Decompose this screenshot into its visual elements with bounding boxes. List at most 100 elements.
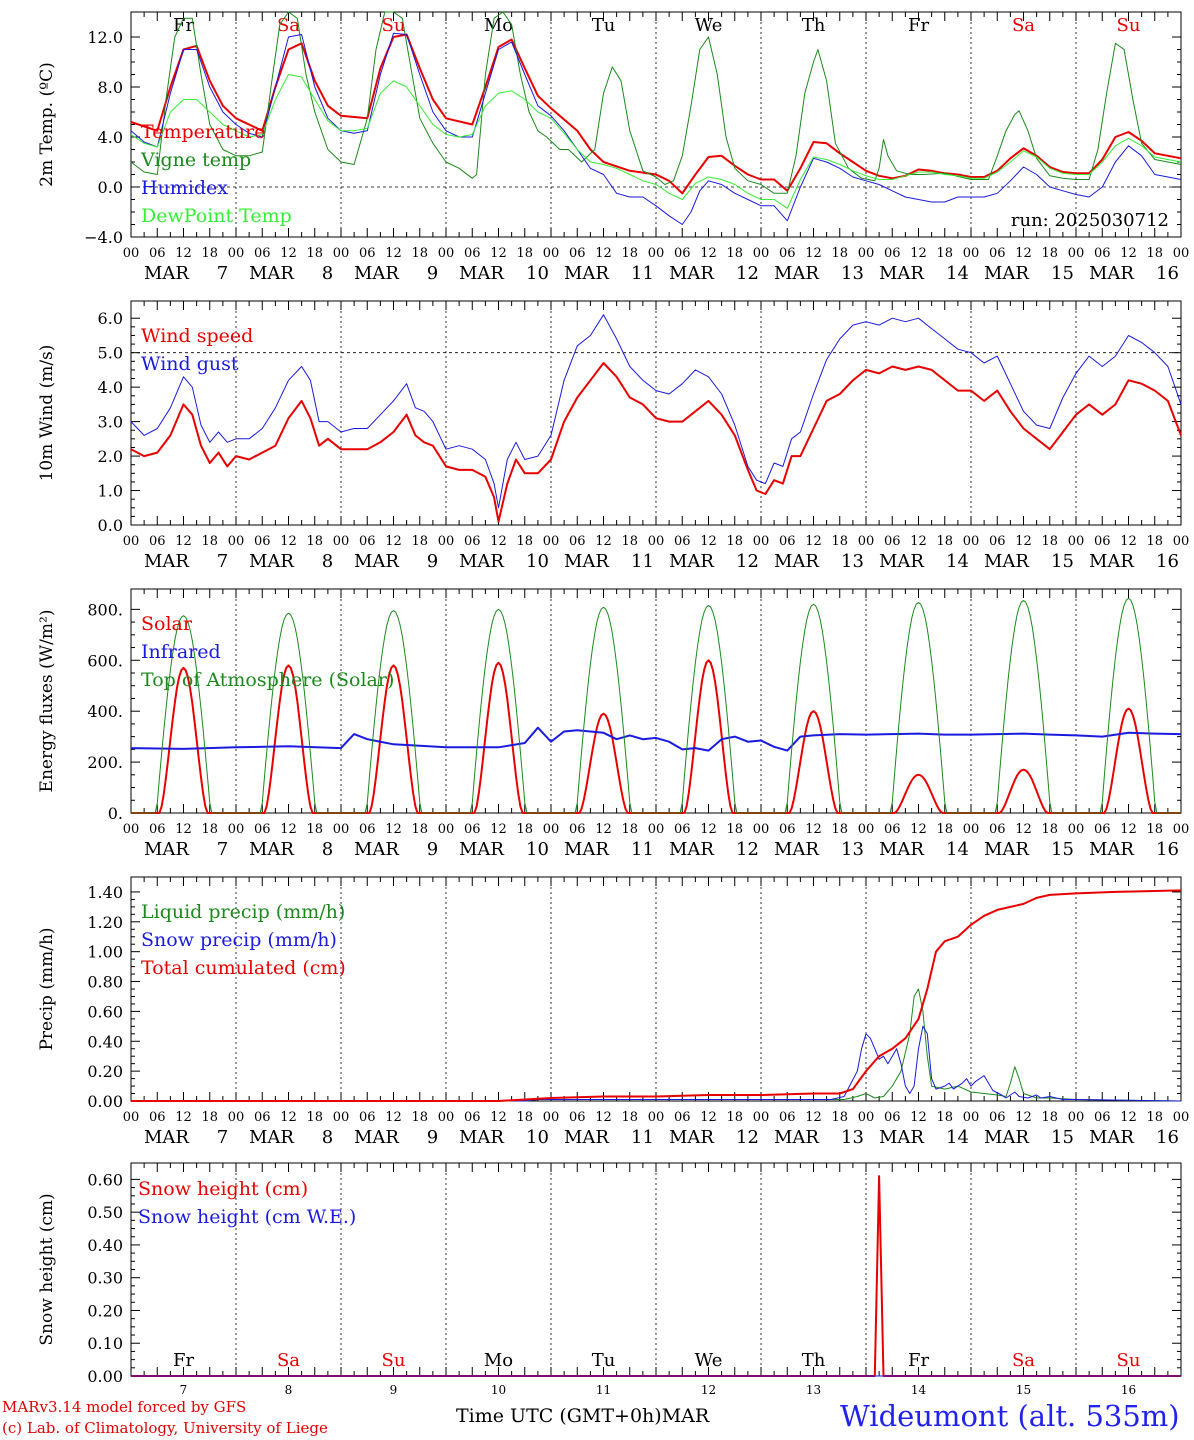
x-hour-label: 00 xyxy=(543,534,560,549)
x-axis-title-text: Time UTC (GMT+0h) xyxy=(456,1405,662,1427)
x-date-label: 10 xyxy=(526,1127,549,1148)
x-hour-label: 12 xyxy=(490,1110,507,1125)
y-axis-label: 10m Wind (m/s) xyxy=(37,345,57,482)
x-hour-label: 00 xyxy=(123,822,140,837)
x-hour-label: 00 xyxy=(858,822,875,837)
x-hour-label: 06 xyxy=(989,246,1006,261)
x-hour-label: 00 xyxy=(1068,1110,1085,1125)
x-hour-label: 12 xyxy=(490,534,507,549)
x-hour-label: 00 xyxy=(1173,1110,1190,1125)
y-tick-label: 0.0 xyxy=(98,516,123,535)
x-hour-label: 18 xyxy=(516,822,533,837)
x-hour-label: 06 xyxy=(884,534,901,549)
x-month-label: MAR xyxy=(879,839,924,860)
x-hour-label: 12 xyxy=(805,822,822,837)
x-hour-label: 06 xyxy=(569,534,586,549)
x-date-label: 15 xyxy=(1051,551,1074,572)
x-month-label: MAR xyxy=(669,839,714,860)
x-month-label: MAR xyxy=(984,263,1029,284)
x-hour-label: 06 xyxy=(674,534,691,549)
x-hour-label: 18 xyxy=(1041,534,1058,549)
x-hour-label: 12 xyxy=(700,822,717,837)
x-month-label: MAR xyxy=(564,551,609,572)
x-hour-label: 00 xyxy=(753,246,770,261)
legend-vigne-temp: Vigne temp xyxy=(140,149,251,171)
series-line-liquid-precip-mm-h- xyxy=(131,988,1182,1102)
x-date-label: 15 xyxy=(1051,1127,1074,1148)
x-hour-label: 00 xyxy=(1068,822,1085,837)
x-hour-label: 18 xyxy=(411,534,428,549)
day-of-week-label: Mo xyxy=(484,1350,513,1371)
x-hour-label: 12 xyxy=(595,1110,612,1125)
x-hour-label: 00 xyxy=(333,534,350,549)
x-hour-label: 12 xyxy=(490,246,507,261)
day-of-week-label: Sa xyxy=(277,1350,300,1371)
x-month-label: MAR xyxy=(459,1127,504,1148)
x-hour-label: 18 xyxy=(201,1110,218,1125)
y-axis-label: Snow height (cm) xyxy=(37,1193,57,1345)
y-tick-label: 3.0 xyxy=(98,413,123,432)
x-date-label: 16 xyxy=(1156,1127,1179,1148)
x-hour-label: 12 xyxy=(1120,822,1137,837)
y-tick-label: 0.00 xyxy=(87,1367,123,1386)
day-of-week-label: Sa xyxy=(1012,15,1035,36)
x-hour-label: 00 xyxy=(123,1110,140,1125)
x-hour-label: 12 xyxy=(175,822,192,837)
x-hour-label: 18 xyxy=(726,1110,743,1125)
series-line-humidex xyxy=(130,32,1182,225)
x-month-label: MAR xyxy=(879,1127,924,1148)
day-of-week-label: Tu xyxy=(592,1350,616,1371)
x-date-label: 11 xyxy=(631,839,654,860)
x-month-label: MAR xyxy=(144,551,189,572)
x-date-label: 14 xyxy=(946,263,969,284)
legend-liquid-precip-mm-h-: Liquid precip (mm/h) xyxy=(141,901,345,923)
x-date-label: 7 xyxy=(180,1383,188,1395)
x-hour-label: 12 xyxy=(805,1110,822,1125)
y-tick-label: 8.0 xyxy=(98,78,123,97)
x-hour-label: 12 xyxy=(385,534,402,549)
x-hour-label: 12 xyxy=(175,246,192,261)
x-hour-label: 06 xyxy=(569,1110,586,1125)
x-hour-label: 06 xyxy=(1094,534,1111,549)
y-tick-label: −4.0 xyxy=(84,228,123,247)
x-hour-label: 18 xyxy=(936,822,953,837)
x-hour-label: 06 xyxy=(674,246,691,261)
x-date-label: 10 xyxy=(491,1383,506,1395)
x-date-label: 7 xyxy=(217,551,228,572)
y-tick-label: 1.0 xyxy=(98,482,123,501)
y-tick-label: 12.0 xyxy=(87,28,123,47)
x-hour-label: 06 xyxy=(884,1110,901,1125)
day-of-week-label: Th xyxy=(802,1350,826,1371)
x-date-label: 13 xyxy=(841,839,864,860)
x-month-label: MAR xyxy=(144,1127,189,1148)
x-date-label: 13 xyxy=(841,1127,864,1148)
x-hour-label: 00 xyxy=(858,1110,875,1125)
x-hour-label: 06 xyxy=(254,246,271,261)
x-month-label: MAR xyxy=(144,263,189,284)
x-hour-label: 18 xyxy=(936,534,953,549)
x-hour-label: 00 xyxy=(438,1110,455,1125)
day-of-week-label: Su xyxy=(382,15,406,36)
x-hour-label: 12 xyxy=(805,534,822,549)
day-of-week-label: Fr xyxy=(173,15,194,36)
x-hour-label: 18 xyxy=(831,822,848,837)
x-month-label: MAR xyxy=(249,1127,294,1148)
x-hour-label: 06 xyxy=(254,534,271,549)
x-hour-label: 12 xyxy=(1015,534,1032,549)
x-date-label: 9 xyxy=(427,551,438,572)
x-hour-label: 12 xyxy=(385,246,402,261)
y-tick-label: 0.20 xyxy=(87,1062,123,1081)
x-date-label: 13 xyxy=(806,1383,821,1395)
x-hour-label: 18 xyxy=(411,1110,428,1125)
y-tick-label: 0.60 xyxy=(87,1002,123,1021)
legend-total-cumulated-cm-: Total cumulated (cm) xyxy=(141,957,346,979)
x-hour-label: 06 xyxy=(149,1110,166,1125)
x-date-label: 16 xyxy=(1121,1383,1136,1395)
series-line-snow-precip-mm-h- xyxy=(131,1025,1182,1102)
x-hour-label: 12 xyxy=(910,246,927,261)
legend-dewpoint-temp: DewPoint Temp xyxy=(141,205,292,227)
y-tick-label: 0.80 xyxy=(87,973,123,992)
x-date-label: 11 xyxy=(631,263,654,284)
y-tick-label: 600. xyxy=(87,651,123,670)
legend-temperature: Temperature xyxy=(141,121,265,143)
